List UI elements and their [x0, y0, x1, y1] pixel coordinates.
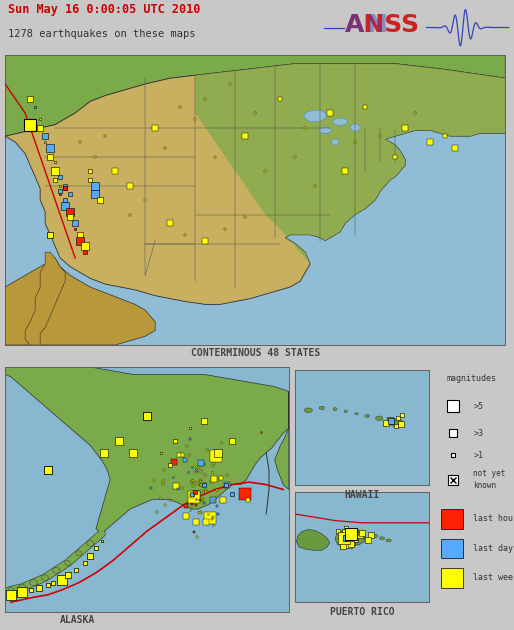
Circle shape: [87, 541, 94, 546]
Text: N: N: [366, 13, 388, 37]
Text: PUERTO RICO: PUERTO RICO: [329, 607, 394, 617]
Polygon shape: [5, 367, 289, 534]
Ellipse shape: [386, 539, 391, 542]
Polygon shape: [335, 529, 364, 546]
Circle shape: [8, 588, 14, 592]
Ellipse shape: [319, 406, 324, 410]
Ellipse shape: [332, 139, 339, 145]
Text: last hour: last hour: [473, 515, 514, 524]
Text: not yet
known: not yet known: [473, 469, 506, 490]
Text: A: A: [344, 13, 364, 37]
Ellipse shape: [376, 416, 383, 421]
Circle shape: [65, 561, 70, 566]
Text: CONTERMINOUS 48 STATES: CONTERMINOUS 48 STATES: [191, 348, 320, 358]
Text: >3: >3: [473, 428, 483, 438]
Bar: [441, 539, 463, 558]
Polygon shape: [297, 529, 330, 550]
Ellipse shape: [350, 124, 360, 131]
Bar: [441, 568, 463, 588]
Text: ALASKA: ALASKA: [60, 615, 95, 625]
Polygon shape: [274, 391, 289, 490]
Ellipse shape: [333, 408, 337, 411]
Ellipse shape: [390, 419, 403, 427]
Ellipse shape: [304, 110, 326, 122]
Circle shape: [42, 575, 48, 581]
Ellipse shape: [333, 118, 347, 125]
Polygon shape: [195, 64, 505, 264]
Polygon shape: [25, 252, 65, 345]
Ellipse shape: [319, 127, 332, 134]
Circle shape: [19, 585, 26, 590]
Ellipse shape: [379, 537, 384, 539]
Text: last week: last week: [473, 573, 514, 582]
Text: >1: >1: [473, 450, 483, 460]
Polygon shape: [5, 55, 505, 136]
Ellipse shape: [373, 535, 378, 537]
Circle shape: [76, 551, 82, 556]
Ellipse shape: [304, 408, 313, 413]
Ellipse shape: [344, 410, 347, 413]
Text: Sun May 16 0:00:05 UTC 2010: Sun May 16 0:00:05 UTC 2010: [8, 3, 200, 16]
Polygon shape: [5, 64, 505, 304]
Circle shape: [30, 580, 37, 586]
Text: last day: last day: [473, 544, 513, 553]
Circle shape: [53, 568, 60, 573]
Bar: [441, 509, 463, 529]
Text: ANSS: ANSS: [344, 13, 419, 37]
Polygon shape: [5, 258, 155, 345]
Text: HAWAII: HAWAII: [344, 490, 379, 500]
Text: >5: >5: [473, 402, 483, 411]
Ellipse shape: [355, 413, 358, 415]
Text: magnitudes: magnitudes: [447, 374, 497, 383]
Text: 1278 earthquakes on these maps: 1278 earthquakes on these maps: [8, 29, 195, 39]
Ellipse shape: [365, 415, 370, 418]
